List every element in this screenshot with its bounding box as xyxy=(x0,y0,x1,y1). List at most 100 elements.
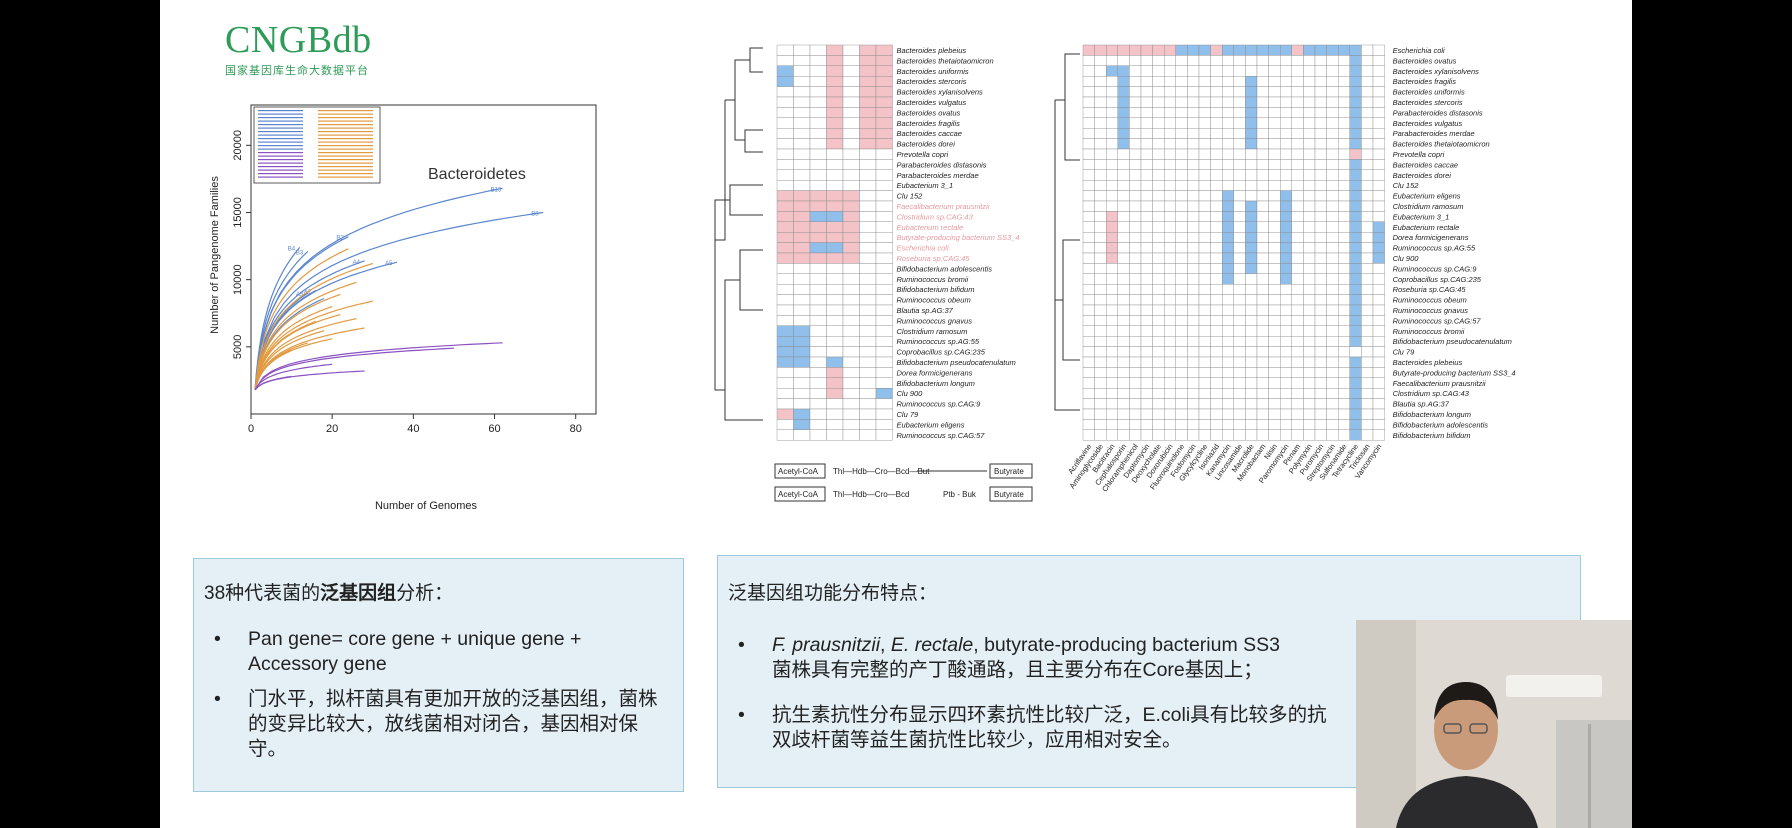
heatmap2-cell xyxy=(1140,76,1153,87)
heatmap2-cell xyxy=(1163,117,1176,129)
heatmap2-cell xyxy=(1152,96,1165,108)
heatmap2-cell xyxy=(1279,211,1292,222)
heatmap2-cell xyxy=(1221,367,1234,378)
legend-entry xyxy=(318,134,373,136)
heatmap2-cell xyxy=(1303,159,1316,171)
heatmap1-cell xyxy=(776,398,794,410)
heatmap2-cell xyxy=(1094,96,1107,108)
heatmap2-cell xyxy=(1245,283,1258,295)
heatmap2-cell xyxy=(1140,138,1153,150)
heatmap1-cell xyxy=(826,127,844,139)
bullet-item: • F. prausnitzii, E. rectale, butyrate-pr… xyxy=(738,634,1280,681)
heatmap2-cell xyxy=(1106,377,1119,389)
heatmap2-cell xyxy=(1175,242,1188,254)
legend-entry xyxy=(258,162,303,164)
heatmap2-cell xyxy=(1326,315,1339,326)
x-tick-label: 20 xyxy=(326,423,338,435)
heatmap2-cell xyxy=(1303,263,1316,274)
heatmap2-cell xyxy=(1163,273,1176,285)
heatmap2-cell xyxy=(1140,96,1153,108)
heatmap2-cell xyxy=(1140,294,1153,306)
heatmap2-cell xyxy=(1303,179,1316,191)
heatmap1-cell xyxy=(793,86,811,98)
heatmap1-cell xyxy=(793,367,811,378)
heatmap2-cell xyxy=(1152,242,1165,254)
heatmap1-cell xyxy=(809,315,827,326)
heatmap2-cell xyxy=(1279,325,1292,337)
heatmap2-cell xyxy=(1349,127,1362,139)
heatmap2-cell xyxy=(1163,356,1176,368)
heatmap1-cell xyxy=(776,107,794,119)
heatmap2-cell xyxy=(1349,294,1362,306)
heatmap2-cell xyxy=(1233,315,1246,326)
heatmap2-cell xyxy=(1175,346,1188,358)
y-tick-label: 20000 xyxy=(232,130,244,161)
heatmap2-cell xyxy=(1372,356,1385,368)
heatmap2-cell xyxy=(1256,127,1269,139)
heatmap2-cell xyxy=(1268,86,1281,98)
heatmap1-cell xyxy=(875,107,893,119)
heatmap2-cell xyxy=(1163,242,1176,254)
heatmap2-cell xyxy=(1349,159,1362,171)
heatmap1-cell xyxy=(842,325,860,337)
heatmap2-cell xyxy=(1129,200,1142,212)
heatmap1-cell xyxy=(776,325,794,337)
heatmap1-row-label: Faecalibacterium prausnitzii xyxy=(897,202,990,211)
heatmap2-cell xyxy=(1349,408,1362,420)
heatmap2-cell xyxy=(1361,252,1374,264)
heatmap2-cell xyxy=(1152,169,1165,181)
heatmap2-cell xyxy=(1233,107,1246,119)
heatmap1-cell xyxy=(842,117,860,129)
heatmap2-cell xyxy=(1082,107,1095,119)
heatmap1-row-label: Bacteroides ovatus xyxy=(897,108,961,117)
heatmap2-cell xyxy=(1210,252,1223,264)
heatmap2-cell xyxy=(1245,127,1258,139)
heatmap2-cell xyxy=(1187,117,1200,129)
heatmap2-cell xyxy=(1314,86,1327,98)
heatmap1-cell xyxy=(875,252,893,264)
heatmap2-cell xyxy=(1175,127,1188,139)
legend-entry xyxy=(318,162,373,164)
heatmap2-row-label: Faecalibacterium prausnitzii xyxy=(1393,379,1486,388)
heatmap2-cell xyxy=(1117,138,1130,150)
heatmap2-cell xyxy=(1187,325,1200,337)
heatmap2-cell xyxy=(1338,65,1351,77)
heatmap2-cell xyxy=(1361,117,1374,129)
heatmap1-cell xyxy=(859,252,877,264)
heatmap2-cell xyxy=(1082,65,1095,77)
heatmap2-cell xyxy=(1279,65,1292,77)
pathway2-mid: Ptb - Buk xyxy=(943,490,977,499)
heatmap2-cell xyxy=(1279,148,1292,160)
heatmap2-cell xyxy=(1279,273,1292,285)
heatmap1-cell xyxy=(809,356,827,368)
heatmap2-cell xyxy=(1291,86,1304,98)
heatmap2-cell xyxy=(1117,190,1130,202)
heatmap1-cell xyxy=(859,169,877,181)
heatmap2-cell xyxy=(1268,273,1281,285)
heatmap1-row-label: Dorea formicigenerans xyxy=(897,368,973,377)
heatmap2-cell xyxy=(1163,346,1176,358)
heatmap2-cell xyxy=(1361,179,1374,191)
heatmap2-cell xyxy=(1268,44,1281,56)
heatmap2-cell xyxy=(1210,231,1223,243)
heatmap2-cell xyxy=(1245,231,1258,243)
heatmap2-cell xyxy=(1198,346,1211,358)
heatmap1-cell xyxy=(842,346,860,358)
heatmap2-cell xyxy=(1361,44,1374,56)
heatmap2-cell xyxy=(1361,200,1374,212)
heatmap1-cell xyxy=(776,231,794,243)
heatmap2-cell xyxy=(1210,86,1223,98)
heatmap2-cell xyxy=(1245,159,1258,171)
heatmap2-cell xyxy=(1338,107,1351,119)
heatmap2-cell xyxy=(1129,283,1142,295)
heatmap2-cell xyxy=(1361,242,1374,254)
curve-blue xyxy=(254,247,301,390)
heatmap2-cell xyxy=(1326,211,1339,222)
heatmap2-cell xyxy=(1210,263,1223,274)
heatmap2-cell xyxy=(1303,76,1316,87)
heatmap2-cell xyxy=(1117,65,1130,77)
heatmap2-cell xyxy=(1210,44,1223,56)
heatmap2-cell xyxy=(1314,148,1327,160)
heatmap2-cell xyxy=(1106,211,1119,222)
heatmap2-cell xyxy=(1129,252,1142,264)
